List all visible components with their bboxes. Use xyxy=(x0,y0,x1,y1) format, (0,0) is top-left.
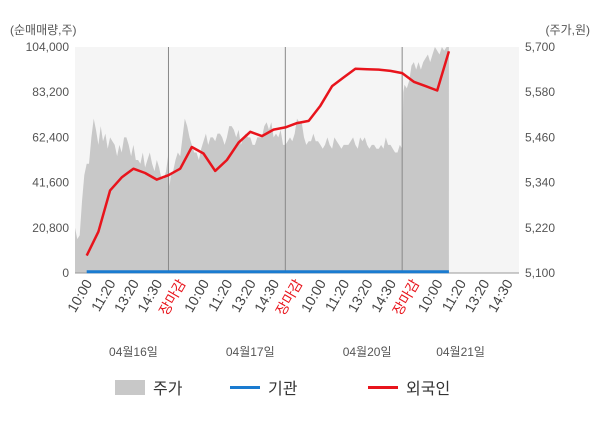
right-axis-ticks: 5,100 5,220 5,340 5,460 5,580 5,700 xyxy=(525,40,555,280)
date-label: 04월20일 xyxy=(343,345,392,359)
legend-swatch-institution xyxy=(230,385,260,389)
right-tick-label: 5,100 xyxy=(525,266,555,280)
right-axis-unit: (주가,원) xyxy=(546,23,590,37)
left-tick-label: 20,800 xyxy=(32,221,69,235)
x-tick-label: 10:00 xyxy=(298,276,329,315)
right-tick-label: 5,580 xyxy=(525,85,555,99)
right-tick-label: 5,460 xyxy=(525,130,555,144)
left-tick-label: 41,600 xyxy=(32,176,69,190)
left-tick-label: 0 xyxy=(62,266,69,280)
legend-item-foreigner: 외국인 xyxy=(368,372,450,402)
left-axis-ticks: 0 20,800 41,600 62,400 83,200 104,000 xyxy=(26,40,70,280)
x-tick-label: 14:30 xyxy=(485,276,516,315)
left-tick-label: 104,000 xyxy=(26,40,70,54)
legend: 주가 기관 외국인 xyxy=(0,372,600,402)
series-line-layer xyxy=(85,50,451,274)
series-foreigner-line xyxy=(85,50,451,257)
right-tick-label: 5,220 xyxy=(525,221,555,235)
x-axis-ticks: 10:0011:2013:2014:30장마감10:0011:2013:2014… xyxy=(64,276,516,318)
x-tick-label: 10:00 xyxy=(181,276,212,315)
date-label: 04월17일 xyxy=(226,345,275,359)
legend-label-foreigner: 외국인 xyxy=(406,381,451,398)
x-tick-label: 10:00 xyxy=(414,276,445,315)
left-tick-label: 83,200 xyxy=(32,85,69,99)
legend-label-institution: 기관 xyxy=(268,381,298,398)
legend-swatch-foreigner xyxy=(368,385,398,389)
date-label: 04월21일 xyxy=(436,345,485,359)
x-tick-label: 10:00 xyxy=(64,276,95,315)
legend-item-institution: 기관 xyxy=(230,372,297,402)
legend-label-price: 주가 xyxy=(153,381,183,398)
date-labels: 04월16일 04월17일 04월20일 04월21일 xyxy=(109,345,485,359)
legend-swatch-price xyxy=(115,379,145,395)
legend-item-price: 주가 xyxy=(115,372,182,402)
left-tick-label: 62,400 xyxy=(32,130,69,144)
date-label: 04월16일 xyxy=(109,345,158,359)
left-axis-unit: (순매매량,주) xyxy=(10,23,77,37)
right-tick-label: 5,700 xyxy=(525,40,555,54)
right-tick-label: 5,340 xyxy=(525,176,555,190)
